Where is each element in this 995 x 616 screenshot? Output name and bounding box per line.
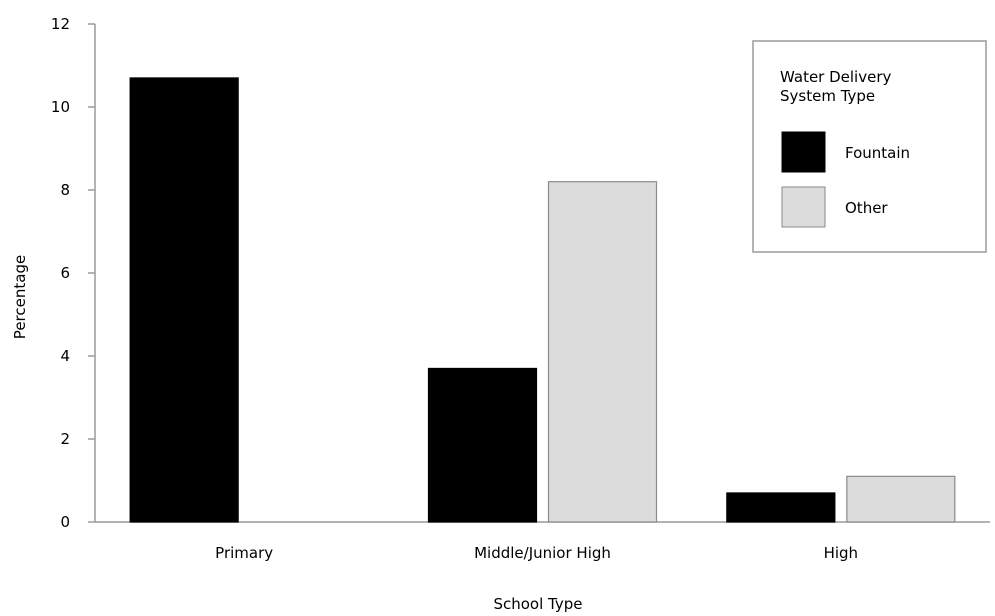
legend-title-line-2: System Type [780, 87, 875, 105]
legend-title-line-1: Water Delivery [780, 68, 891, 86]
x-tick-label: Middle/Junior High [474, 544, 611, 562]
y-tick-label: 0 [60, 513, 70, 531]
bar-fountain-0 [129, 77, 239, 523]
y-tick-label: 12 [51, 15, 70, 33]
bar-other-1 [547, 181, 658, 523]
y-tick-label: 2 [60, 430, 70, 448]
x-axis-title: School Type [493, 595, 582, 613]
legend-label-other: Other [845, 199, 888, 217]
y-axis-title: Percentage [11, 255, 29, 339]
bar-fountain-2 [726, 492, 836, 523]
legend: Water Delivery System Type Fountain Othe… [752, 40, 987, 253]
x-tick-label: Primary [215, 544, 273, 562]
x-tick-label: High [824, 544, 858, 562]
legend-title: Water Delivery System Type [780, 68, 896, 105]
legend-label-fountain: Fountain [845, 144, 910, 162]
y-axis: 0 2 4 6 8 10 12 [51, 15, 96, 531]
legend-swatch-other [781, 186, 826, 228]
y-tick-label: 6 [60, 264, 70, 282]
bar-other-2 [846, 475, 956, 523]
bars [129, 77, 956, 523]
y-tick-label: 4 [60, 347, 70, 365]
x-axis: Primary Middle/Junior High High [95, 521, 990, 562]
legend-swatch-fountain [781, 131, 826, 173]
bar-fountain-1 [427, 367, 538, 523]
y-tick-label: 10 [51, 98, 70, 116]
y-tick-label: 8 [60, 181, 70, 199]
